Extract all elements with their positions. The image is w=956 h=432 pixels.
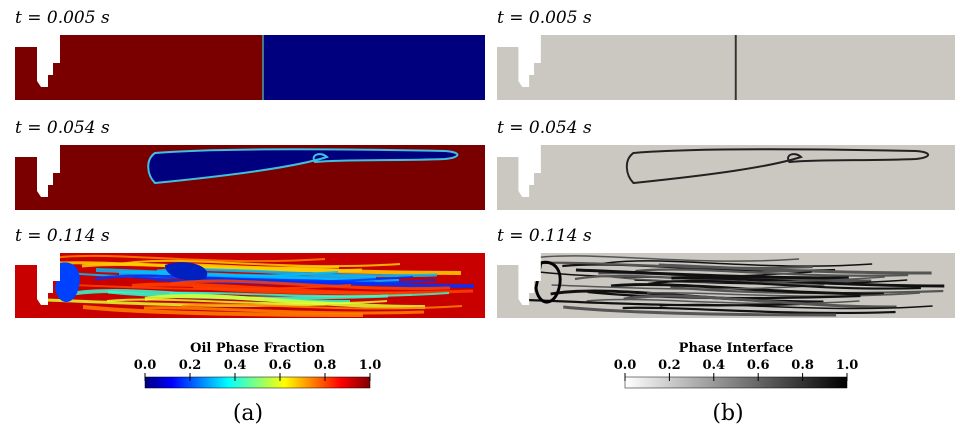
snapshot bbox=[15, 253, 485, 318]
time-label: t = 0.054 s bbox=[497, 118, 592, 138]
tick-label: 0.2 bbox=[179, 358, 202, 373]
colorbar bbox=[145, 377, 370, 388]
tick-label: 1.0 bbox=[836, 358, 859, 373]
panel-label: (a) bbox=[233, 401, 263, 426]
tick-label: 0.0 bbox=[614, 358, 637, 373]
tick-label: 0.6 bbox=[747, 358, 770, 373]
colorbar-title: Phase Interface bbox=[679, 341, 794, 356]
time-label: t = 0.114 s bbox=[15, 226, 110, 246]
field bbox=[15, 35, 485, 100]
time-label: t = 0.114 s bbox=[497, 226, 592, 246]
panel-label: (b) bbox=[712, 401, 743, 426]
snapshot bbox=[15, 145, 485, 210]
figure: t = 0.005 s t = 0.054 s t = 0.114 s Oil Pha… bbox=[0, 0, 956, 432]
field bbox=[497, 253, 955, 318]
field bbox=[15, 253, 485, 318]
water-region bbox=[263, 35, 485, 100]
colorbar-title: Oil Phase Fraction bbox=[190, 341, 325, 356]
tick-label: 1.0 bbox=[359, 358, 382, 373]
background bbox=[497, 35, 955, 100]
tick-label: 0.8 bbox=[791, 358, 814, 373]
snapshot bbox=[15, 35, 485, 100]
tick-label: 0.0 bbox=[134, 358, 157, 373]
field bbox=[497, 35, 955, 100]
tick-label: 0.2 bbox=[658, 358, 681, 373]
tick-label: 0.8 bbox=[314, 358, 337, 373]
field bbox=[15, 145, 485, 210]
tick-label: 0.4 bbox=[702, 358, 725, 373]
time-label: t = 0.005 s bbox=[497, 8, 592, 28]
snapshot bbox=[497, 145, 955, 210]
field bbox=[497, 145, 955, 210]
time-label: t = 0.054 s bbox=[15, 118, 110, 138]
colorbar bbox=[625, 377, 847, 388]
time-label: t = 0.005 s bbox=[15, 8, 110, 28]
tick-label: 0.6 bbox=[269, 358, 292, 373]
snapshot bbox=[497, 253, 955, 318]
tick-label: 0.4 bbox=[224, 358, 247, 373]
oil-region bbox=[15, 35, 263, 100]
background bbox=[497, 145, 955, 210]
snapshot bbox=[497, 35, 955, 100]
